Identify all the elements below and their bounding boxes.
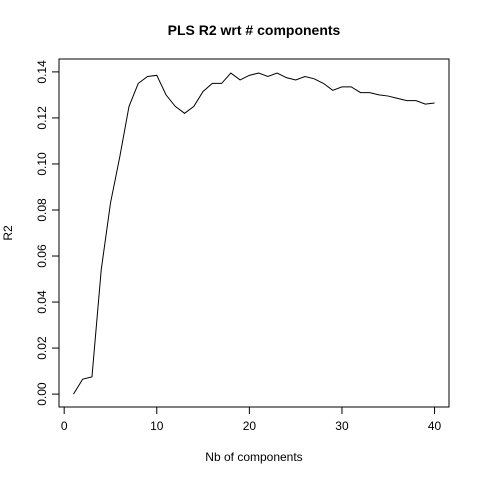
y-axis-label: R2 (1, 225, 15, 241)
y-tick-label: 0.02 (35, 336, 49, 360)
y-tick-label: 0.14 (35, 60, 49, 84)
x-axis: 0 10 20 30 40 (61, 407, 442, 433)
plot-area (58, 58, 450, 408)
r2-series-line (73, 72, 435, 395)
x-tick-label: 0 (61, 419, 68, 433)
x-tick-label: 40 (428, 419, 442, 433)
y-tick-label: 0.10 (35, 152, 49, 176)
x-axis-label: Nb of components (205, 450, 302, 464)
y-tick-label: 0.04 (35, 290, 49, 314)
x-tick-label: 30 (335, 419, 349, 433)
chart-title: PLS R2 wrt # components (168, 22, 341, 38)
y-tick-label: 0.00 (35, 382, 49, 406)
x-tick-label: 10 (150, 419, 164, 433)
y-axis: 0.00 0.02 0.04 0.06 0.08 0.10 0.12 0.14 (35, 60, 59, 406)
y-tick-label: 0.12 (35, 106, 49, 130)
y-tick-label: 0.08 (35, 198, 49, 222)
x-tick-label: 20 (243, 419, 257, 433)
y-tick-label: 0.06 (35, 244, 49, 268)
